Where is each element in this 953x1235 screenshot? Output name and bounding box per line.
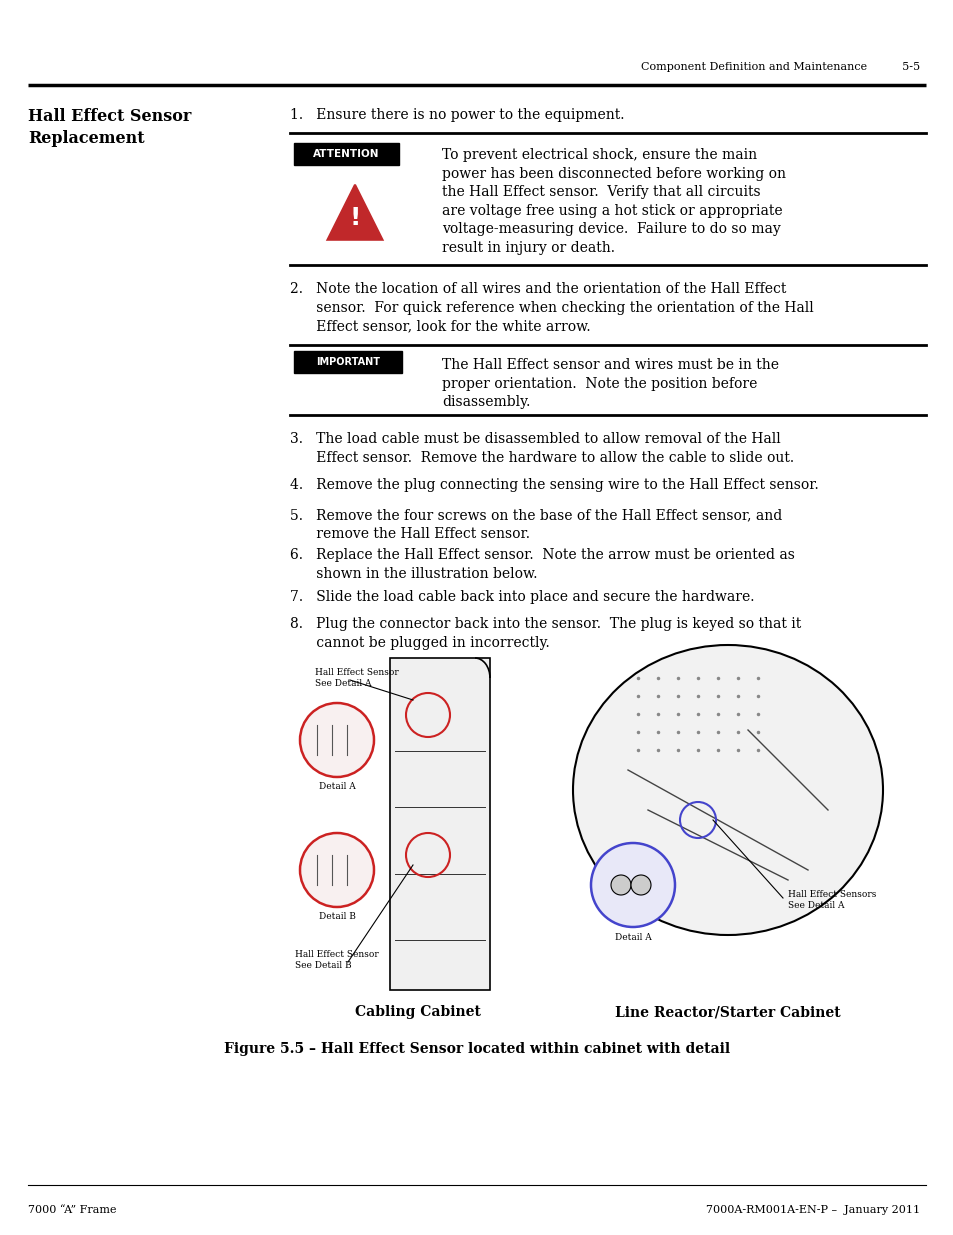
Text: 6.   Replace the Hall Effect sensor.  Note the arrow must be oriented as
      s: 6. Replace the Hall Effect sensor. Note … (290, 548, 794, 580)
Text: 4.   Remove the plug connecting the sensing wire to the Hall Effect sensor.: 4. Remove the plug connecting the sensin… (290, 478, 818, 492)
Text: 3.   The load cable must be disassembled to allow removal of the Hall
      Effe: 3. The load cable must be disassembled t… (290, 432, 793, 464)
Polygon shape (327, 185, 382, 240)
Circle shape (610, 876, 630, 895)
Text: 7000 “A” Frame: 7000 “A” Frame (28, 1205, 116, 1215)
Text: IMPORTANT: IMPORTANT (315, 357, 379, 367)
Circle shape (299, 703, 374, 777)
Text: Figure 5.5 – Hall Effect Sensor located within cabinet with detail: Figure 5.5 – Hall Effect Sensor located … (224, 1042, 729, 1056)
FancyBboxPatch shape (390, 658, 490, 990)
Text: Detail B: Detail B (318, 911, 355, 921)
Text: Hall Effect Sensor: Hall Effect Sensor (28, 107, 192, 125)
Text: To prevent electrical shock, ensure the main
power has been disconnected before : To prevent electrical shock, ensure the … (441, 148, 785, 256)
Text: Cabling Cabinet: Cabling Cabinet (355, 1005, 480, 1019)
Text: 8.   Plug the connector back into the sensor.  The plug is keyed so that it
    : 8. Plug the connector back into the sens… (290, 618, 801, 650)
Text: Replacement: Replacement (28, 130, 145, 147)
Text: The Hall Effect sensor and wires must be in the
proper orientation.  Note the po: The Hall Effect sensor and wires must be… (441, 358, 779, 409)
Text: ATTENTION: ATTENTION (313, 149, 379, 159)
Text: Hall Effect Sensor
See Detail A: Hall Effect Sensor See Detail A (314, 668, 398, 688)
FancyBboxPatch shape (294, 143, 398, 165)
Circle shape (299, 832, 374, 906)
Text: 5.   Remove the four screws on the base of the Hall Effect sensor, and
      rem: 5. Remove the four screws on the base of… (290, 508, 781, 541)
Circle shape (590, 844, 675, 927)
Circle shape (630, 876, 650, 895)
Text: !: ! (349, 206, 360, 230)
Text: 1.   Ensure there is no power to the equipment.: 1. Ensure there is no power to the equip… (290, 107, 624, 122)
Text: Hall Effect Sensors
See Detail A: Hall Effect Sensors See Detail A (787, 890, 876, 910)
Ellipse shape (573, 645, 882, 935)
Text: Line Reactor/Starter Cabinet: Line Reactor/Starter Cabinet (615, 1005, 840, 1019)
FancyBboxPatch shape (294, 351, 401, 373)
Text: Detail A: Detail A (614, 932, 651, 942)
Text: Detail A: Detail A (318, 782, 355, 790)
Text: Hall Effect Sensor
See Detail B: Hall Effect Sensor See Detail B (294, 950, 378, 971)
Text: 2.   Note the location of all wires and the orientation of the Hall Effect
     : 2. Note the location of all wires and th… (290, 282, 813, 333)
Text: 7.   Slide the load cable back into place and secure the hardware.: 7. Slide the load cable back into place … (290, 590, 754, 604)
Text: Component Definition and Maintenance          5-5: Component Definition and Maintenance 5-5 (640, 62, 919, 72)
Text: 7000A-RM001A-EN-P –  January 2011: 7000A-RM001A-EN-P – January 2011 (705, 1205, 919, 1215)
